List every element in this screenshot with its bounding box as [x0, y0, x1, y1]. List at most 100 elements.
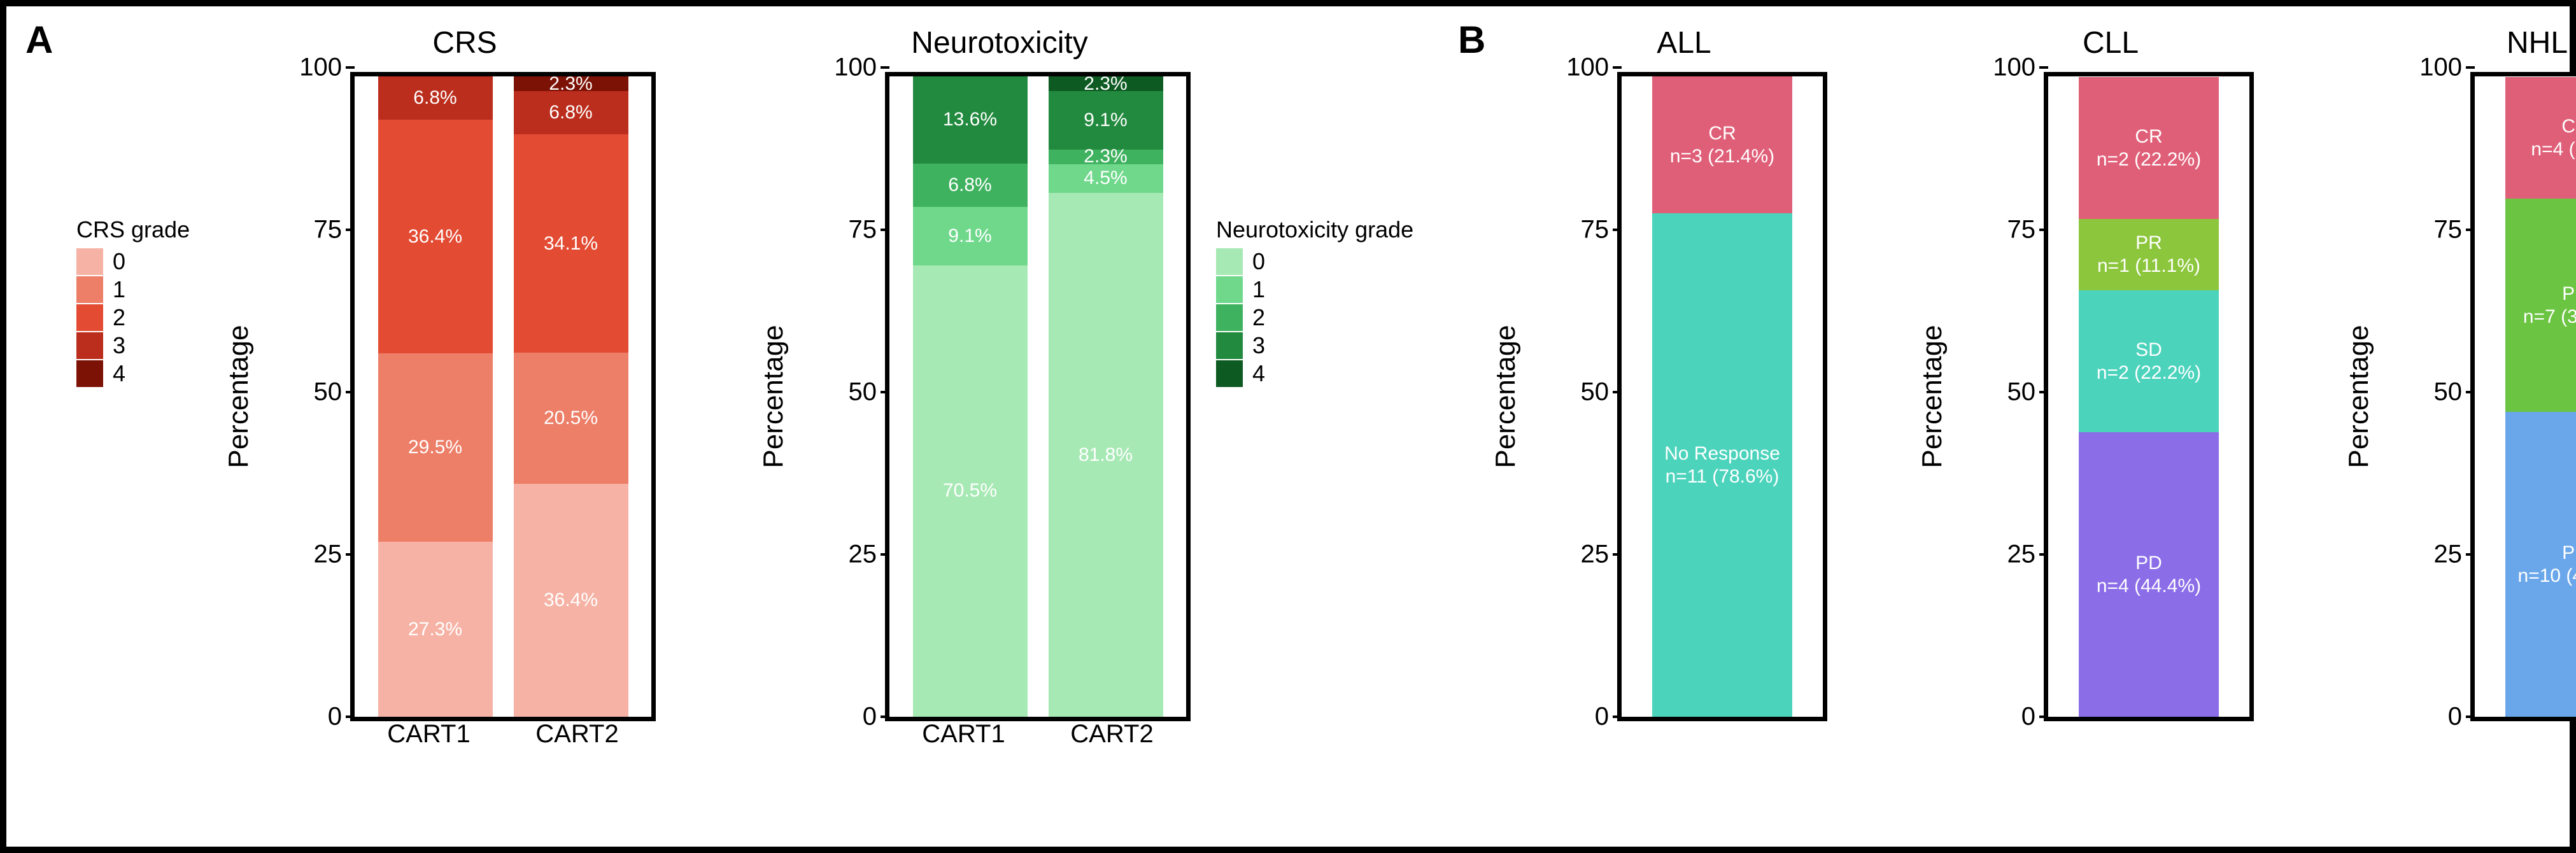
segment-label: 34.1% — [544, 232, 598, 255]
cll-chart: CLL Percentage 0255075100 PDn=4 (44.4%)S… — [1967, 25, 2254, 721]
y-tick-label: 100 — [819, 53, 877, 82]
segment-label: No Response — [1664, 442, 1780, 465]
legend-label: 3 — [1252, 332, 1265, 359]
stacked-bar: PDn=10 (47.6%)PRn=7 (33.3%)CRn=4 (19%) — [2505, 76, 2576, 717]
segment-label: 6.8% — [549, 101, 592, 124]
neuro-plot-frame: 0255075100 70.5%9.1%6.8%13.6%81.8%4.5%2.… — [885, 72, 1191, 721]
y-tick-label: 50 — [285, 378, 342, 407]
all-title: ALL — [1657, 25, 1711, 60]
bar-segment: 13.6% — [913, 76, 1028, 164]
y-tick-label: 25 — [2405, 540, 2462, 569]
y-tick-label: 75 — [1552, 216, 1609, 244]
segment-label: 81.8% — [1079, 444, 1133, 467]
segment-label: 9.1% — [1084, 109, 1127, 132]
crs-chart: CRS Percentage 0255075100 27.3%29.5%36.4… — [274, 25, 656, 721]
y-tick-mark — [2039, 391, 2048, 393]
legend-item: 1 — [76, 276, 229, 303]
bar-segment: 6.8% — [913, 164, 1028, 207]
y-tick-label: 75 — [819, 216, 877, 244]
y-tick-label: 0 — [819, 703, 877, 731]
segment-label: PD — [2562, 542, 2576, 565]
cll-title: CLL — [2083, 25, 2139, 60]
crs-legend: CRS grade 01234 — [76, 216, 229, 388]
y-tick-mark — [881, 229, 889, 231]
x-tick-label: CART1 — [922, 720, 1005, 749]
segment-sublabel: n=3 (21.4%) — [1670, 145, 1774, 168]
bar-segment: 6.8% — [378, 76, 493, 120]
all-chart: ALL Percentage 0255075100 No Responsen=1… — [1541, 25, 1827, 721]
legend-swatch — [76, 304, 103, 331]
y-tick-mark — [2466, 66, 2475, 69]
y-tick-mark — [1613, 391, 1622, 393]
y-tick-mark — [2039, 66, 2048, 69]
segment-label: PR — [2135, 232, 2162, 255]
bar-segment: 6.8% — [514, 91, 628, 134]
segment-label: 6.8% — [948, 174, 991, 197]
neuro-x-axis: CART1CART2 — [889, 720, 1186, 758]
stacked-bar: 27.3% 29.5% 36.4% 6.8% — [378, 76, 493, 717]
bar-segment: 27.3% — [378, 542, 493, 717]
stacked-bar: PDn=4 (44.4%)SDn=2 (22.2%)PRn=1 (11.1%)C… — [2079, 76, 2219, 717]
legend-swatch — [76, 332, 103, 359]
crs-ylabel: Percentage — [223, 325, 255, 468]
segment-label: 36.4% — [408, 225, 462, 248]
legend-swatch — [1216, 304, 1243, 331]
segment-label: 13.6% — [943, 108, 997, 131]
legend-item: 3 — [1216, 332, 1445, 359]
y-tick-mark — [346, 391, 355, 393]
segment-label: PD — [2135, 552, 2162, 575]
cll-bar-area: PDn=4 (44.4%)SDn=2 (22.2%)PRn=1 (11.1%)C… — [2048, 76, 2249, 717]
panel-b-label: B — [1458, 18, 1485, 62]
legend-label: 3 — [113, 332, 125, 359]
bar-segment: No Responsen=11 (78.6%) — [1652, 213, 1792, 717]
y-tick-label: 0 — [2405, 703, 2462, 731]
y-tick-mark — [1613, 66, 1622, 69]
nhl-ylabel: Percentage — [2343, 325, 2375, 468]
y-tick-mark — [881, 553, 889, 556]
y-tick-mark — [1613, 553, 1622, 556]
x-tick-label: CART1 — [387, 720, 470, 749]
legend-item: 4 — [76, 360, 229, 387]
y-tick-mark — [2039, 229, 2048, 231]
segment-label: CR — [2135, 125, 2162, 148]
all-y-axis: 0255075100 — [1552, 76, 1622, 717]
y-tick-mark — [346, 229, 355, 231]
nhl-title: NHL — [2507, 25, 2568, 60]
panel-a-label: A — [25, 18, 53, 62]
crs-plot-frame: 0255075100 27.3%29.5%36.4%6.8%36.4%20.5%… — [350, 72, 656, 721]
bar-segment: SDn=2 (22.2%) — [2079, 290, 2219, 432]
legend-swatch — [1216, 248, 1243, 275]
segment-label: 27.3% — [408, 618, 462, 641]
y-tick-mark — [881, 391, 889, 393]
bar-segment: 29.5% — [378, 353, 493, 542]
y-tick-mark — [346, 716, 355, 718]
bar-segment: 2.3% — [1049, 150, 1163, 164]
segment-sublabel: n=10 (47.6%) — [2518, 565, 2576, 588]
legend-swatch — [76, 360, 103, 387]
legend-swatch — [76, 276, 103, 303]
crs-bar-area: 27.3%29.5%36.4%6.8%36.4%20.5%34.1%6.8%2.… — [355, 76, 651, 717]
y-tick-label: 50 — [1552, 378, 1609, 407]
cll-plot-frame: 0255075100 PDn=4 (44.4%)SDn=2 (22.2%)PRn… — [2044, 72, 2254, 721]
legend-label: 4 — [113, 360, 125, 387]
y-tick-label: 100 — [285, 53, 342, 82]
segment-label: CR — [1708, 122, 1736, 145]
cll-y-axis: 0255075100 — [1978, 76, 2048, 717]
y-tick-label: 0 — [1552, 703, 1609, 731]
y-tick-label: 0 — [285, 703, 342, 731]
bar-segment: PDn=4 (44.4%) — [2079, 432, 2219, 717]
bar-segment: CRn=2 (22.2%) — [2079, 77, 2219, 219]
y-tick-label: 50 — [1978, 378, 2035, 407]
figure-root: A B CRS grade 01234 CRS Percentage 02550… — [0, 0, 2576, 853]
y-tick-label: 75 — [285, 216, 342, 244]
legend-label: 1 — [1252, 276, 1265, 303]
bar-segment: PDn=10 (47.6%) — [2505, 412, 2576, 717]
y-tick-label: 75 — [1978, 216, 2035, 244]
y-tick-label: 75 — [2405, 216, 2462, 244]
bar-segment: 20.5% — [514, 353, 628, 484]
segment-label: PR — [2562, 283, 2576, 306]
legend-label: 0 — [113, 248, 125, 275]
all-plot-frame: 0255075100 No Responsen=11 (78.6%)CRn=3 … — [1617, 72, 1827, 721]
y-tick-mark — [2039, 553, 2048, 556]
bar-segment: 34.1% — [514, 134, 628, 353]
